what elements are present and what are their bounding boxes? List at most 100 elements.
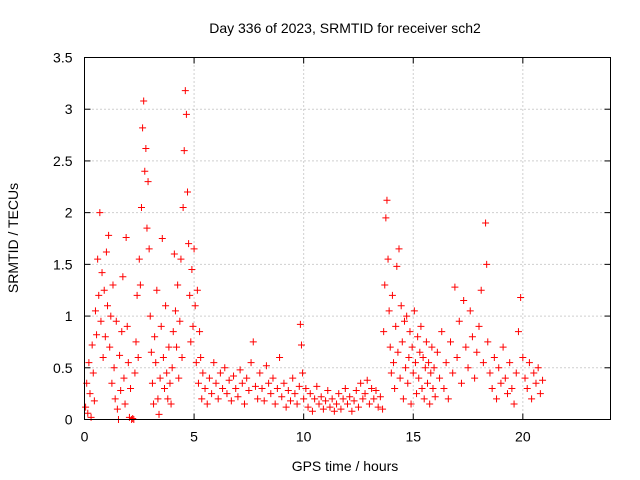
data-point: [159, 353, 167, 361]
data-point: [335, 390, 343, 398]
data-point: [426, 400, 434, 408]
data-point: [512, 369, 520, 377]
data-point: [523, 384, 531, 392]
data-point: [414, 333, 422, 341]
data-point: [352, 387, 360, 395]
data-point: [440, 384, 448, 392]
data-point: [223, 390, 231, 398]
data-point: [135, 255, 143, 263]
data-point: [133, 291, 141, 299]
data-point: [473, 348, 481, 356]
data-point: [416, 348, 424, 356]
data-point: [247, 359, 255, 367]
data-point: [284, 387, 292, 395]
data-point: [110, 364, 118, 372]
data-point: [156, 374, 164, 382]
data-point: [129, 414, 137, 422]
data-point: [189, 322, 197, 330]
data-point: [280, 379, 288, 387]
data-point: [453, 353, 461, 361]
data-point: [460, 297, 468, 305]
data-point: [383, 196, 391, 204]
data-point: [118, 328, 126, 336]
data-point: [168, 364, 176, 372]
data-point: [219, 384, 227, 392]
data-point: [384, 255, 392, 263]
data-point: [425, 359, 433, 367]
data-point: [146, 312, 154, 320]
data-point: [503, 390, 511, 398]
data-point: [238, 379, 246, 387]
data-point: [394, 348, 402, 356]
data-point: [256, 369, 264, 377]
x-tick-label: 20: [515, 429, 531, 445]
data-point: [117, 387, 125, 395]
data-point: [142, 145, 150, 153]
data-point: [410, 307, 418, 315]
data-point: [501, 374, 509, 382]
data-point: [399, 395, 407, 403]
data-point: [508, 384, 516, 392]
data-point: [143, 224, 151, 232]
data-point: [251, 382, 259, 390]
data-point: [514, 328, 522, 336]
data-point: [173, 343, 181, 351]
data-point: [163, 369, 171, 377]
data-point: [169, 328, 177, 336]
data-point: [198, 395, 206, 403]
data-point: [302, 384, 310, 392]
data-point: [124, 359, 132, 367]
data-point: [296, 320, 304, 328]
data-point: [254, 395, 262, 403]
data-point: [534, 364, 542, 372]
data-point: [141, 167, 149, 175]
data-point: [528, 395, 536, 403]
y-tick-label: 2: [65, 205, 73, 221]
data-point: [108, 379, 116, 387]
data-point: [177, 255, 185, 263]
data-point: [322, 397, 330, 405]
data-point: [324, 387, 332, 395]
data-point: [216, 369, 224, 377]
data-point: [382, 214, 390, 222]
data-point: [372, 387, 380, 395]
data-point: [289, 374, 297, 382]
x-tick-label: 5: [190, 429, 198, 445]
data-point: [225, 376, 233, 384]
data-point: [420, 395, 428, 403]
data-point: [506, 359, 514, 367]
data-point: [457, 379, 465, 387]
data-point: [185, 240, 193, 248]
data-point: [201, 384, 209, 392]
data-point: [300, 395, 308, 403]
data-point: [449, 369, 457, 377]
data-point: [162, 302, 170, 310]
data-point: [413, 390, 421, 398]
data-point: [278, 393, 286, 401]
data-point: [170, 250, 178, 258]
data-point: [418, 384, 426, 392]
data-point: [319, 405, 327, 413]
data-point: [105, 231, 113, 239]
data-point: [361, 390, 369, 398]
data-point: [140, 97, 148, 105]
data-point: [171, 307, 179, 315]
data-point: [193, 286, 201, 294]
data-point: [148, 379, 156, 387]
data-point: [419, 353, 427, 361]
data-point: [497, 379, 505, 387]
data-point: [93, 331, 101, 339]
data-point: [339, 395, 347, 403]
x-tick-label: 0: [81, 429, 89, 445]
data-point: [232, 384, 240, 392]
data-point: [430, 364, 438, 372]
data-point: [422, 338, 430, 346]
data-point: [167, 400, 175, 408]
data-point: [109, 281, 117, 289]
data-point: [271, 400, 279, 408]
data-point: [194, 379, 202, 387]
data-point: [95, 291, 103, 299]
data-point: [98, 269, 106, 277]
data-point: [400, 317, 408, 325]
data-point: [136, 281, 144, 289]
